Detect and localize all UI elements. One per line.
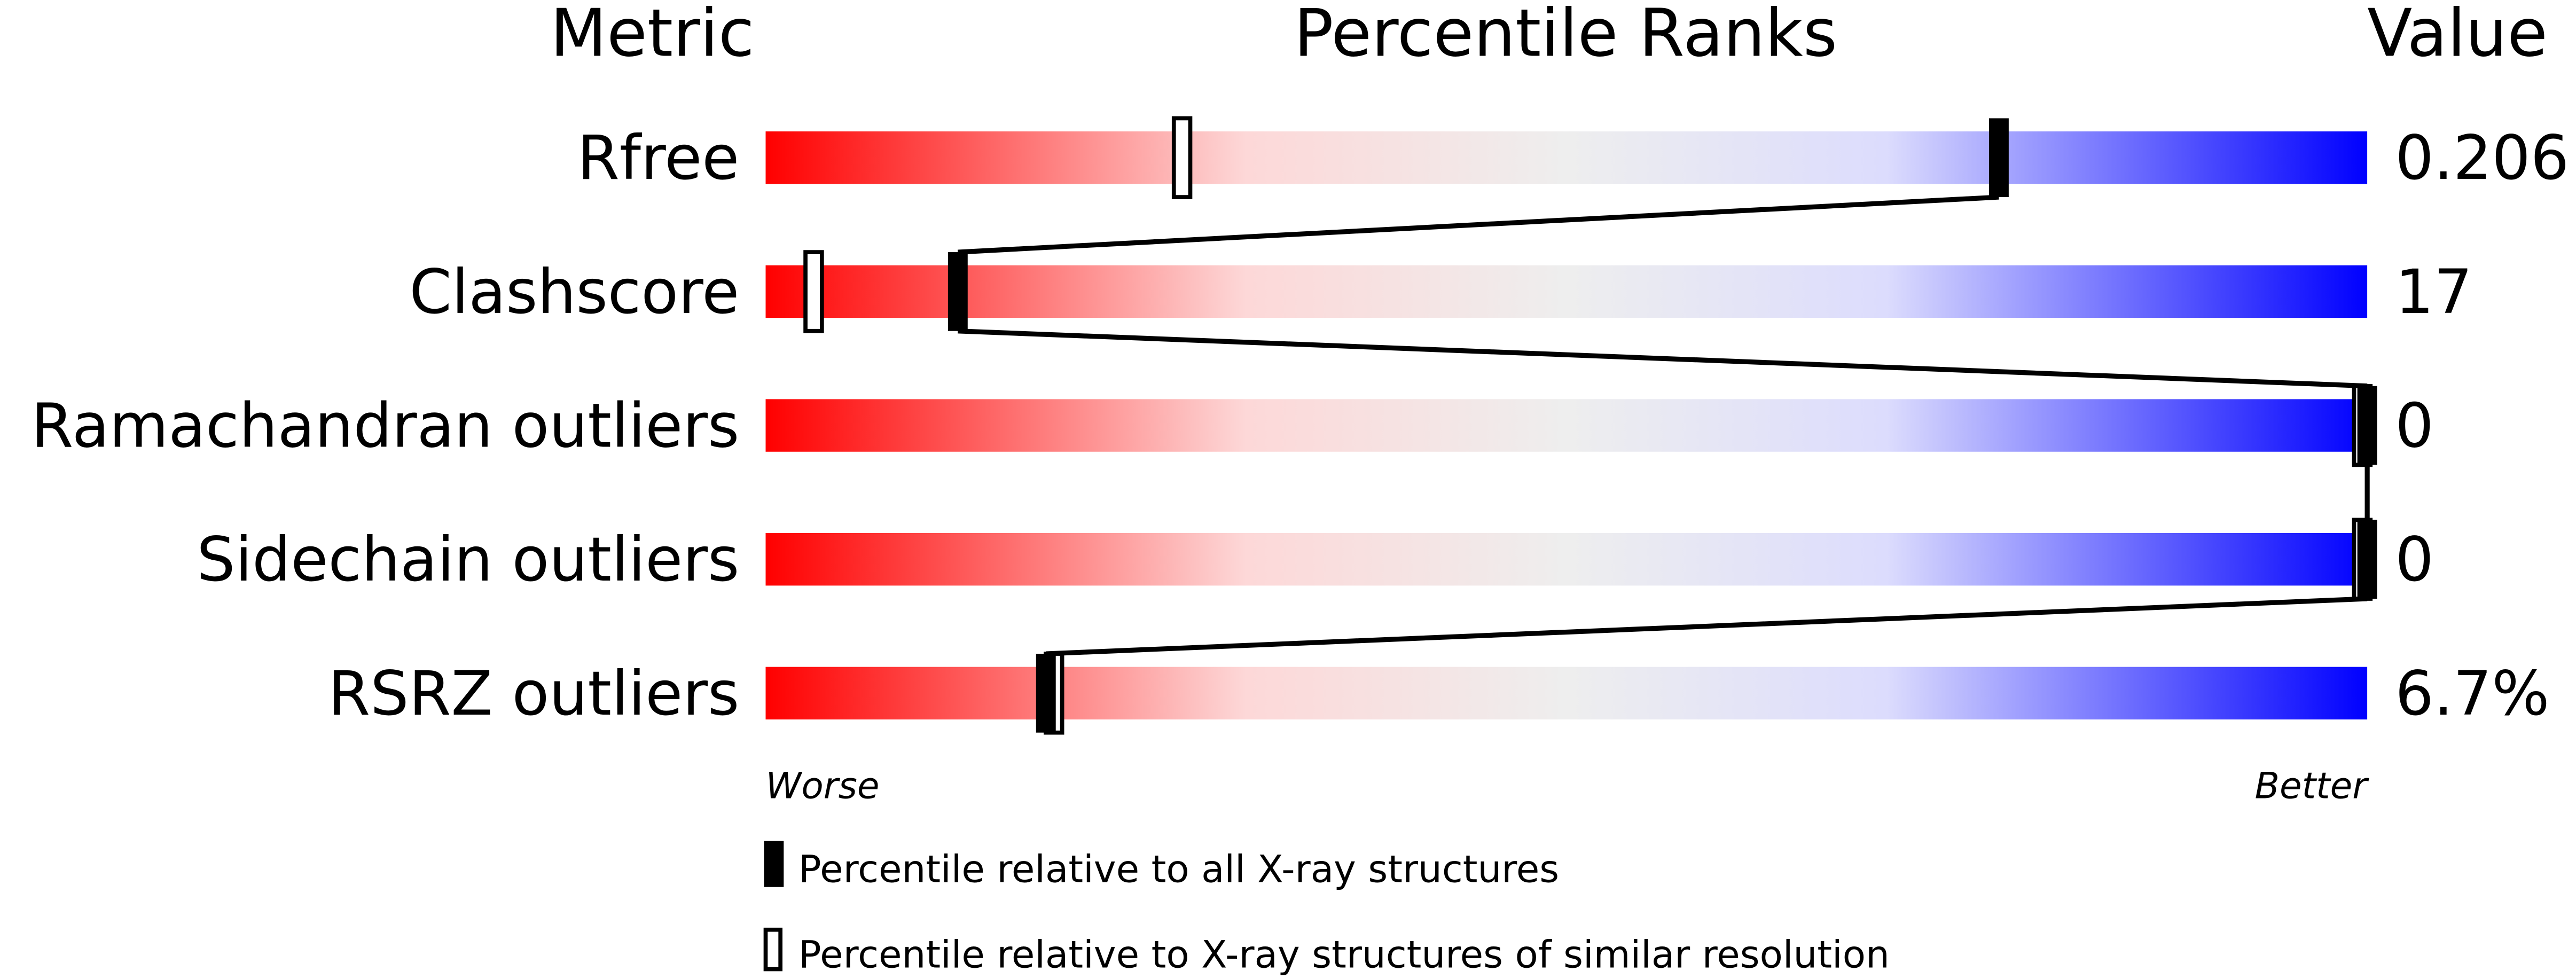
header-percentile-ranks: Percentile Ranks	[1294, 0, 1837, 72]
all-structures-marker	[1036, 654, 1056, 733]
metric-label: Sidechain outliers	[197, 524, 739, 595]
metric-value: 0.206	[2395, 122, 2569, 193]
legend-open-marker	[763, 927, 783, 972]
similar-resolution-marker	[803, 250, 824, 333]
all-structures-marker	[948, 252, 968, 331]
percentile-bar	[765, 131, 2368, 184]
all-structures-marker	[2357, 386, 2377, 465]
connector-line	[958, 328, 2368, 389]
legend-all-label: Percentile relative to all X-ray structu…	[798, 847, 1559, 891]
metric-label: Rfree	[577, 122, 739, 193]
metric-value: 0	[2395, 524, 2433, 595]
similar-resolution-marker	[1171, 116, 1193, 199]
percentile-bar	[765, 399, 2368, 452]
metric-value: 6.7%	[2395, 658, 2549, 729]
metric-value: 17	[2395, 256, 2472, 327]
better-label: Better	[2255, 765, 2370, 807]
connector-line	[1046, 596, 2368, 656]
all-structures-marker	[2357, 520, 2377, 599]
legend-similar-label: Percentile relative to X-ray structures …	[798, 932, 1890, 976]
percentile-bar	[765, 265, 2368, 318]
percentile-bar	[765, 533, 2368, 586]
metric-label: RSRZ outliers	[328, 658, 739, 729]
metric-value: 0	[2395, 390, 2433, 461]
header-metric: Metric	[550, 0, 754, 72]
header-value: Value	[2367, 0, 2548, 72]
metric-label: Ramachandran outliers	[31, 390, 739, 461]
worse-label: Worse	[765, 765, 879, 807]
all-structures-marker	[1988, 118, 2009, 198]
connector-line	[958, 194, 1999, 255]
metric-label: Clashscore	[409, 256, 739, 327]
percentile-bar	[765, 667, 2368, 720]
legend-filled-marker	[764, 841, 784, 887]
